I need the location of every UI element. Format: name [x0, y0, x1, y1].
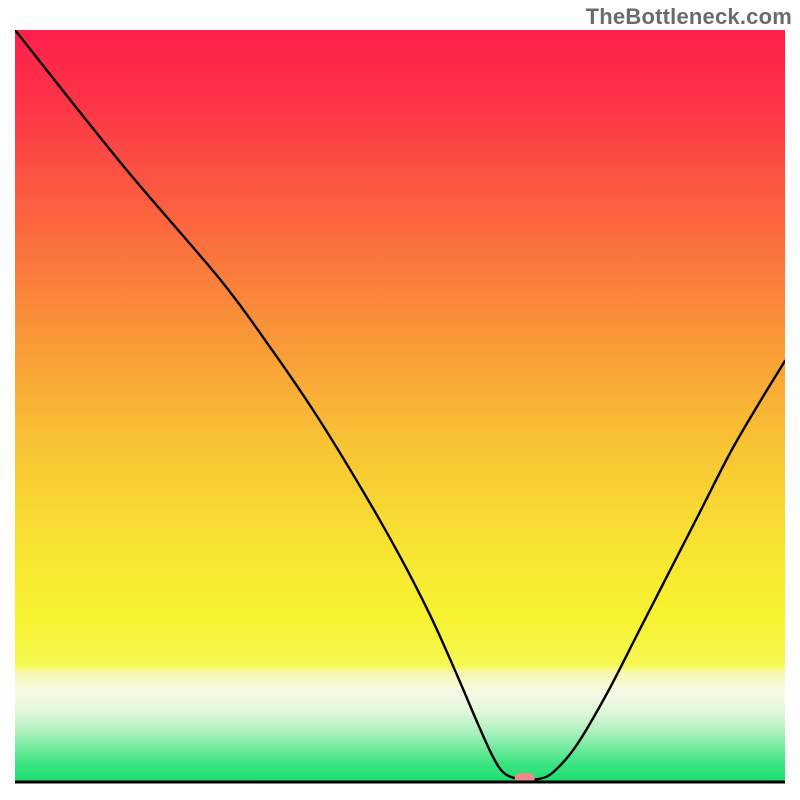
bottleneck-chart: TheBottleneck.com — [0, 0, 800, 800]
gradient-background — [15, 30, 785, 782]
watermark-text: TheBottleneck.com — [586, 4, 792, 30]
chart-svg — [0, 0, 800, 800]
plot-area — [15, 30, 785, 784]
